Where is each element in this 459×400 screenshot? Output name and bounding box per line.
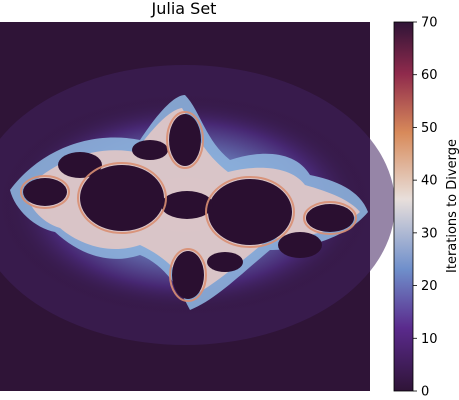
interior-upper-mid: [132, 140, 168, 160]
colorbar-tick-label: 20: [421, 279, 438, 294]
colorbar-label: Iterations to Diverge: [445, 139, 459, 273]
interior-far-left: [23, 178, 67, 206]
colorbar-tick-label: 60: [421, 68, 438, 83]
chart-title: Julia Set: [151, 0, 217, 18]
interior-lower-right: [278, 232, 322, 258]
boundary-fringe: [20, 111, 357, 302]
interior-lobe-left: [80, 165, 164, 231]
colorbar-tick-label: 50: [421, 121, 438, 136]
colorbar-tick-label: 70: [421, 16, 438, 31]
colorbar-tick-label: 0: [421, 385, 429, 400]
colorbar-tick-label: 30: [421, 226, 438, 241]
colorbar-tick-label: 40: [421, 174, 438, 189]
colorbar-tick-label: 10: [421, 332, 438, 347]
colorbar-ticks: 0 10 20 30 40 50 60 70: [413, 16, 438, 400]
interior-upper-left: [58, 152, 102, 178]
interior-bottom-arm: [172, 251, 204, 299]
interior-lower-mid: [207, 252, 243, 272]
interior-center: [161, 191, 213, 219]
colorbar-gradient: [393, 21, 414, 392]
interior-top-arm: [169, 114, 201, 166]
interior-far-right: [306, 204, 354, 232]
heatmap-area: [0, 22, 395, 391]
colorbar: 0 10 20 30 40 50 60 70 Iterations to Diverge: [393, 16, 459, 400]
interior-lobe-right: [208, 179, 292, 245]
